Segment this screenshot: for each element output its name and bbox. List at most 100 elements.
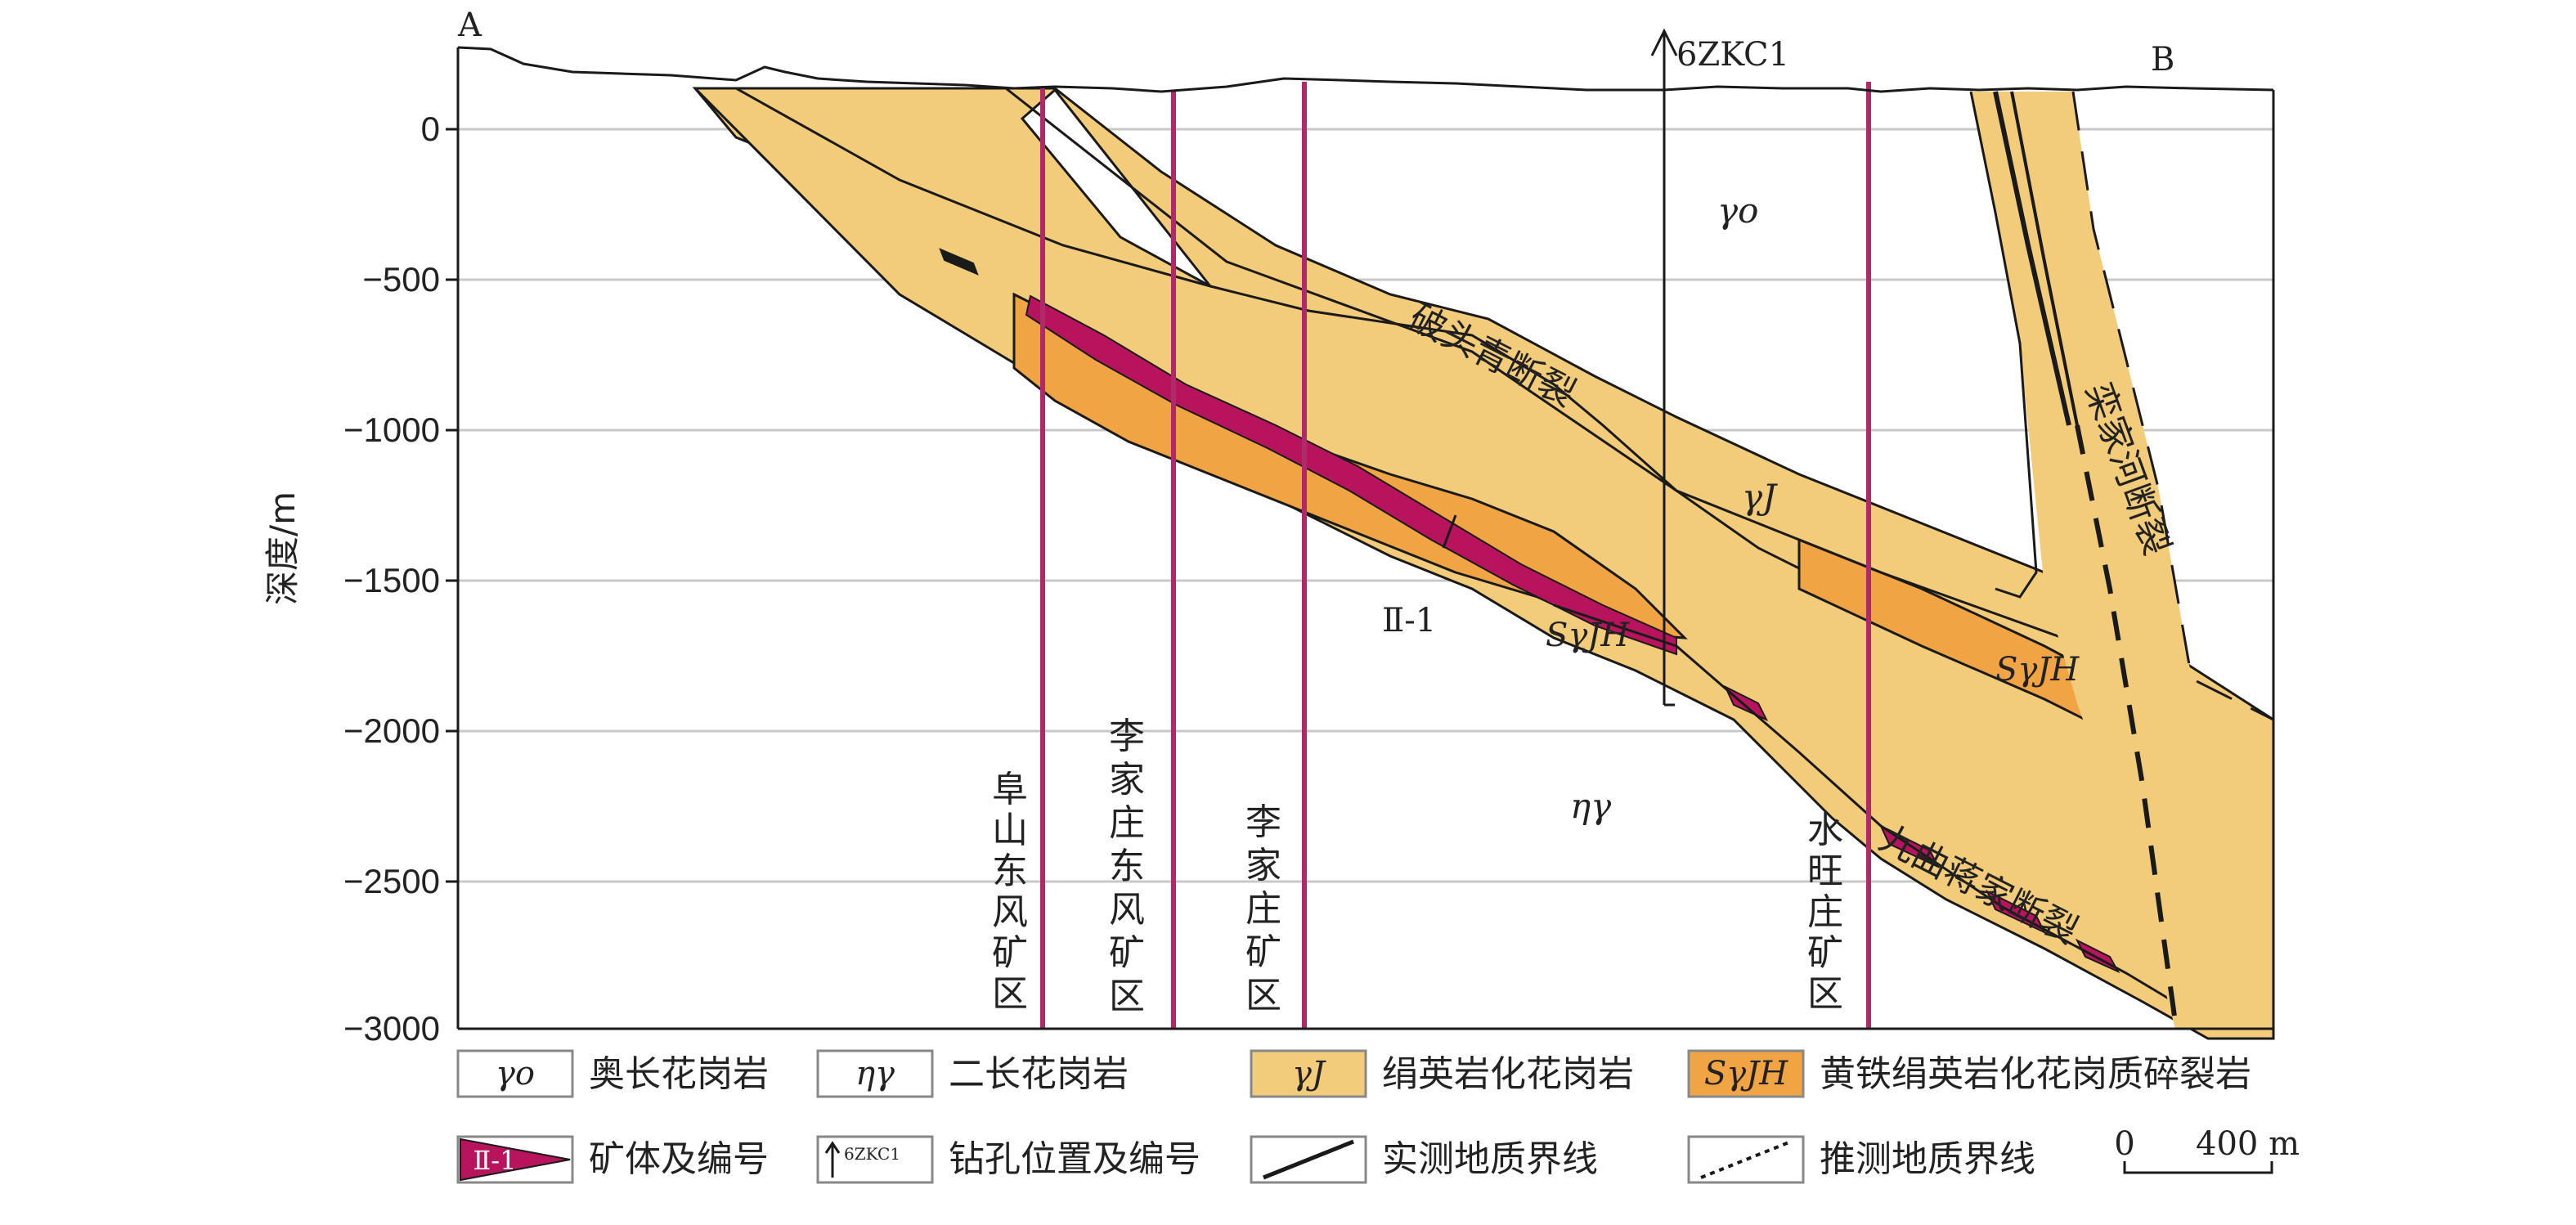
mining-area-char: 水 [1807,810,1843,851]
legend-item-inferred-boundary: 推测地质界线 [1687,1135,2035,1184]
legend-item-gamma-o: γo 奥长花岗岩 [456,1049,769,1098]
mining-area-char: 东 [1109,846,1145,887]
drill-hole-label: 6ZKC1 [1676,36,1789,74]
legend-symbol: Ⅱ-1 [473,1145,517,1176]
scale-zero: 0 [2114,1125,2134,1163]
drill-hole-arrow [1650,28,1678,56]
mining-area-char: 矿 [1245,931,1281,973]
mining-area-char: 矿 [992,932,1028,974]
legend-ore-shape [460,1138,571,1182]
section-start-label: A [457,7,482,44]
legend-item-ore-body: Ⅱ-1 矿体及编号 [456,1135,769,1184]
jiuqu-fault-trace [1553,604,2209,1024]
mining-area-char: 旺 [1807,850,1843,892]
legend-label: 二长花岗岩 [949,1053,1129,1095]
legend-label: 实测地质界线 [1382,1138,1598,1180]
mining-area-char: 庄 [1109,802,1145,844]
legend-label: 黄铁绢英岩化花岗质碎裂岩 [1820,1053,2251,1095]
ore-body-2 [1723,684,1769,722]
y-tick-label: −1500 [343,561,440,599]
mining-area-char: 风 [992,891,1028,933]
rock-label-sgjh-lower: SγJH [1546,617,1630,654]
legend-symbol: ηγ [855,1055,895,1093]
mining-area-char: 家 [1109,759,1145,801]
legend-drill-arrow [824,1141,841,1154]
legend-symbol: γo [496,1055,535,1093]
mining-area-char: 阜 [992,769,1028,810]
scale-value: 400 m [2196,1125,2300,1163]
y-tick-label: 0 [421,110,440,148]
drill-hole-6zkc1 [1650,28,1678,707]
scale-bar-line [2123,1161,2273,1174]
mining-area-lines [1040,82,1871,1029]
legend-solid-line [1263,1139,1354,1180]
legend-symbol: 6ZKC1 [844,1144,900,1164]
mining-area-char: 区 [1245,975,1281,1016]
legend-item-eta-gamma: ηγ 二长花岗岩 [816,1049,1129,1098]
mining-area-label-fushan: 阜 山 东 风 矿 区 [992,769,1028,1015]
legend: γo 奥长花岗岩 ηγ 二长花岗岩 γJ 绢英岩化花岗岩 SγJH 黄铁绢英岩化… [456,1049,2300,1184]
legend-swatch [816,1049,934,1098]
y-tick-labels: 0 −500 −1000 −1500 −2000 −2500 −3000 [343,110,440,1048]
mining-area-char: 区 [1109,976,1145,1017]
legend-item-drill-hole: 6ZKC1 钻孔位置及编号 [816,1135,1200,1184]
legend-item-gamma-j: γJ 绢英岩化花岗岩 [1250,1049,1634,1098]
luanjiahe-fault-zone-outline [1969,91,2274,721]
mining-area-char: 区 [992,973,1028,1015]
ore-body-6 [939,248,979,276]
ore-body-label: Ⅱ-1 [1382,602,1436,639]
ore-label-leader [1442,514,1457,549]
legend-symbol: SγJH [1704,1055,1788,1093]
luanjiahe-zone-right-edge [2071,91,2274,721]
rock-label-eta-gamma: ηγ [1570,786,1612,826]
mining-area-char: 区 [1807,973,1843,1015]
legend-dashed-line [1700,1140,1792,1179]
mining-area-char: 李 [1245,801,1281,843]
legend-swatch [456,1049,574,1098]
legend-item-sgjh: SγJH 黄铁绢英岩化花岗质碎裂岩 [1687,1049,2251,1098]
rock-label-sgjh-upper: SγJH [1995,651,2080,689]
luanjiahe-zone-left-edge [1969,91,2038,599]
legend-label: 钻孔位置及编号 [949,1138,1200,1180]
legend-label: 绢英岩化花岗岩 [1382,1053,1634,1095]
topographic-surface [457,46,2274,93]
y-tick-label: −3000 [343,1009,440,1048]
legend-symbol: γJ [1292,1055,1326,1093]
mining-area-label-lijiazhuang: 李 家 庄 矿 区 [1245,801,1281,1016]
y-tick-label: −500 [362,260,440,298]
legend-item-measured-boundary: 实测地质界线 [1250,1135,1598,1184]
rock-label-gamma-j: γJ [1742,477,1778,517]
y-axis-label: 深度/m [263,491,303,605]
mining-area-char: 庄 [1807,891,1843,933]
ore-body-main [1025,294,1677,656]
mining-area-char: 李 [1109,716,1145,757]
mining-area-char: 山 [992,810,1028,851]
legend-label: 矿体及编号 [589,1138,769,1180]
mining-area-char: 矿 [1807,932,1843,974]
y-tick-label: −2500 [343,862,440,900]
luanjiahe-fault-solid-2 [2010,91,2079,426]
mining-area-char: 庄 [1245,888,1281,930]
legend-label: 奥长花岗岩 [589,1053,769,1095]
mining-area-char: 东 [992,850,1028,892]
rock-label-gamma-o: γo [1717,191,1758,231]
y-tick-label: −1000 [343,411,440,449]
luanjiahe-fault-solid [1993,91,2071,426]
y-tick-label: −2000 [343,711,440,750]
section-end-label: B [2151,41,2174,79]
legend-swatch [816,1135,934,1184]
luanjiahe-fault-dashed [2075,424,2178,1023]
section-frame [446,47,2275,1030]
mining-area-label-shuiwangzhuang: 水 旺 庄 矿 区 [1807,810,1843,1015]
legend-swatch [1687,1049,1805,1098]
mining-area-char: 矿 [1109,932,1145,974]
scale-bar: 0 400 m [2114,1125,2300,1174]
luanjiahe-fault-lines [1993,91,2178,1023]
mining-area-char: 风 [1109,889,1145,931]
mining-area-char: 家 [1245,845,1281,886]
mining-area-label-lijiazhuang-dongfeng: 李 家 庄 东 风 矿 区 [1109,716,1145,1017]
legend-swatch [1250,1049,1367,1098]
legend-label: 推测地质界线 [1820,1138,2035,1180]
